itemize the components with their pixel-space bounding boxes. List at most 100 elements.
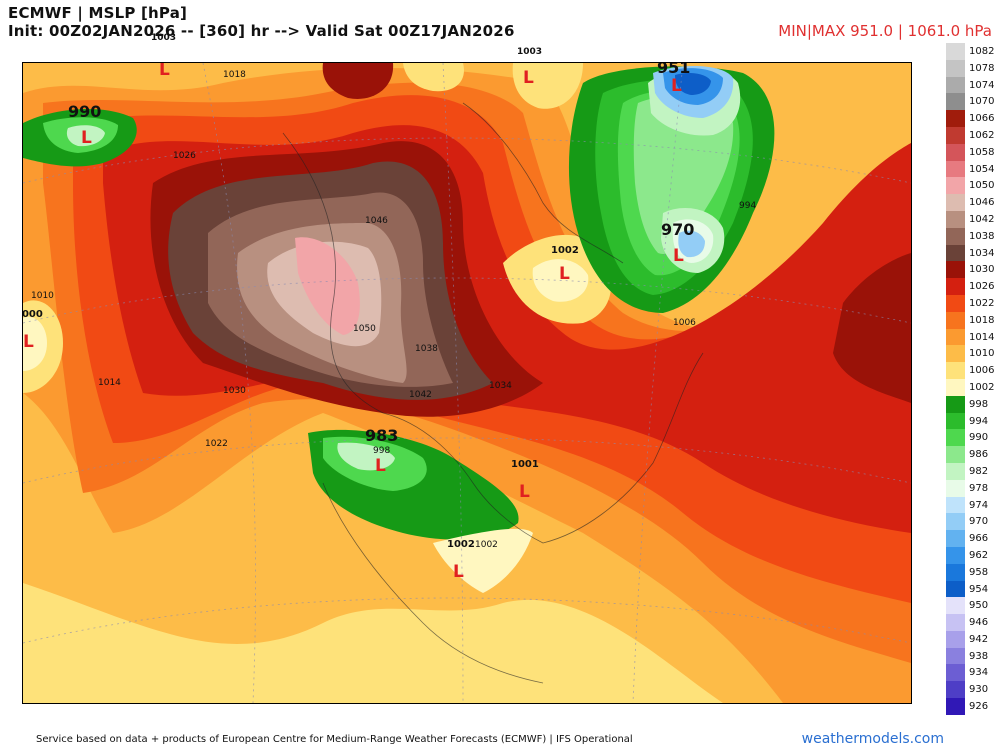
- center-value: 990: [68, 102, 101, 121]
- isobar-label: 1034: [489, 381, 512, 391]
- legend-row: 958: [946, 563, 1000, 581]
- legend-label: 966: [969, 533, 989, 545]
- low-marker: L: [375, 456, 386, 476]
- legend-swatch: [946, 681, 965, 699]
- coastline-hint: [282, 132, 704, 544]
- legend-label: 990: [969, 432, 989, 444]
- legend-label: 1082: [969, 46, 995, 57]
- legend-label: 970: [969, 516, 989, 528]
- isobar-label: 1002: [475, 540, 498, 550]
- center-value-above: 1003: [151, 33, 177, 43]
- legend-swatch: [946, 446, 965, 463]
- legend-row: 1034: [946, 244, 1000, 262]
- legend-row: 1006: [946, 362, 1000, 379]
- legend-label: 1038: [969, 230, 995, 242]
- legend-row: 938: [946, 647, 1000, 665]
- coastline-hint-mexico: [322, 482, 544, 684]
- legend-row: 926: [946, 698, 1000, 715]
- legend-row: 1010: [946, 345, 1000, 363]
- center-value: 1002: [551, 245, 579, 256]
- legend-row: 994: [946, 412, 1000, 430]
- data-credit: Service based on data + products of Euro…: [36, 734, 633, 745]
- legend-swatch: [946, 244, 965, 262]
- legend-swatch: [946, 126, 965, 144]
- legend-swatch: [946, 630, 965, 648]
- legend-label: 938: [969, 650, 989, 662]
- min-max-readout: MIN|MAX 951.0 | 1061.0 hPa: [778, 22, 992, 40]
- field-1030-atlantic: [833, 253, 911, 403]
- isobar-label: 1026: [173, 151, 196, 161]
- isobar-label: 1038: [415, 344, 438, 354]
- legend-row: 950: [946, 597, 1000, 615]
- legend-row: 998: [946, 395, 1000, 413]
- low-marker: L: [453, 562, 464, 582]
- isobar-label: 1030: [223, 386, 246, 396]
- low-marker: L: [519, 482, 530, 502]
- center-value: 970: [661, 220, 694, 239]
- legend-swatch: [946, 160, 965, 178]
- legend-row: 962: [946, 546, 1000, 564]
- legend-row: 974: [946, 496, 1000, 514]
- isobar-label: 1014: [98, 378, 121, 388]
- field-970-south: [678, 230, 705, 258]
- legend-label: 950: [969, 600, 989, 612]
- legend-row: 1074: [946, 76, 1000, 94]
- legend-row: 1054: [946, 160, 1000, 178]
- legend-swatch: [946, 345, 965, 363]
- legend-row: 1042: [946, 210, 1000, 228]
- low-marker: L: [671, 76, 682, 96]
- legend-swatch: [946, 59, 965, 77]
- low-marker: L: [559, 264, 570, 284]
- legend-label: 958: [969, 566, 989, 578]
- mslp-map: 1018 1014 1010 1022 1026 1030 1034 1038 …: [22, 62, 912, 704]
- low-marker: L: [159, 63, 170, 80]
- legend-label: 1042: [969, 213, 995, 225]
- field-1006-top2: [512, 63, 583, 109]
- legend-swatch: [946, 76, 965, 94]
- legend-swatch: [946, 395, 965, 413]
- legend-row: 1058: [946, 143, 1000, 161]
- legend-swatch: [946, 227, 965, 245]
- legend-row: 1030: [946, 261, 1000, 279]
- legend-row: 1082: [946, 43, 1000, 60]
- isobar-label: 1018: [223, 70, 246, 80]
- legend-row: 1050: [946, 177, 1000, 195]
- field-1050: [295, 237, 360, 335]
- legend-row: 1046: [946, 194, 1000, 211]
- field-1006-south: [23, 583, 723, 703]
- legend-label: 994: [969, 415, 989, 427]
- legend-swatch: [946, 294, 965, 312]
- low-marker: L: [523, 68, 534, 88]
- isobar-label: 998: [373, 446, 390, 456]
- center-value: 951: [657, 63, 690, 77]
- legend-label: 1058: [969, 146, 995, 158]
- legend-swatch: [946, 311, 965, 329]
- legend-swatch: [946, 177, 965, 195]
- field-1002-west: [23, 316, 47, 371]
- legend-swatch: [946, 362, 965, 379]
- legend-label: 1002: [969, 381, 995, 393]
- legend-row: 986: [946, 446, 1000, 463]
- legend-label: 1034: [969, 247, 995, 259]
- legend-label: 942: [969, 633, 989, 645]
- legend-label: 1054: [969, 163, 995, 175]
- low-marker: L: [23, 332, 34, 352]
- field-982-pacific: [66, 125, 105, 147]
- legend-swatch: [946, 328, 965, 346]
- legend-swatch: [946, 496, 965, 514]
- legend-row: 954: [946, 580, 1000, 598]
- center-value: 1002: [447, 539, 475, 550]
- legend-label: 974: [969, 499, 989, 511]
- legend-row: 1038: [946, 227, 1000, 245]
- field-1030-top: [322, 63, 394, 99]
- legend-swatch: [946, 462, 965, 480]
- legend-swatch: [946, 93, 965, 111]
- legend-swatch: [946, 546, 965, 564]
- field-1006-top: [403, 63, 464, 92]
- legend-swatch: [946, 647, 965, 665]
- legend-row: 1022: [946, 294, 1000, 312]
- init-valid-line: Init: 00Z02JAN2026 -- [360] hr --> Valid…: [8, 22, 515, 40]
- legend-label: 986: [969, 449, 989, 461]
- brand-link[interactable]: weathermodels.com: [801, 731, 944, 747]
- legend-swatch: [946, 479, 965, 497]
